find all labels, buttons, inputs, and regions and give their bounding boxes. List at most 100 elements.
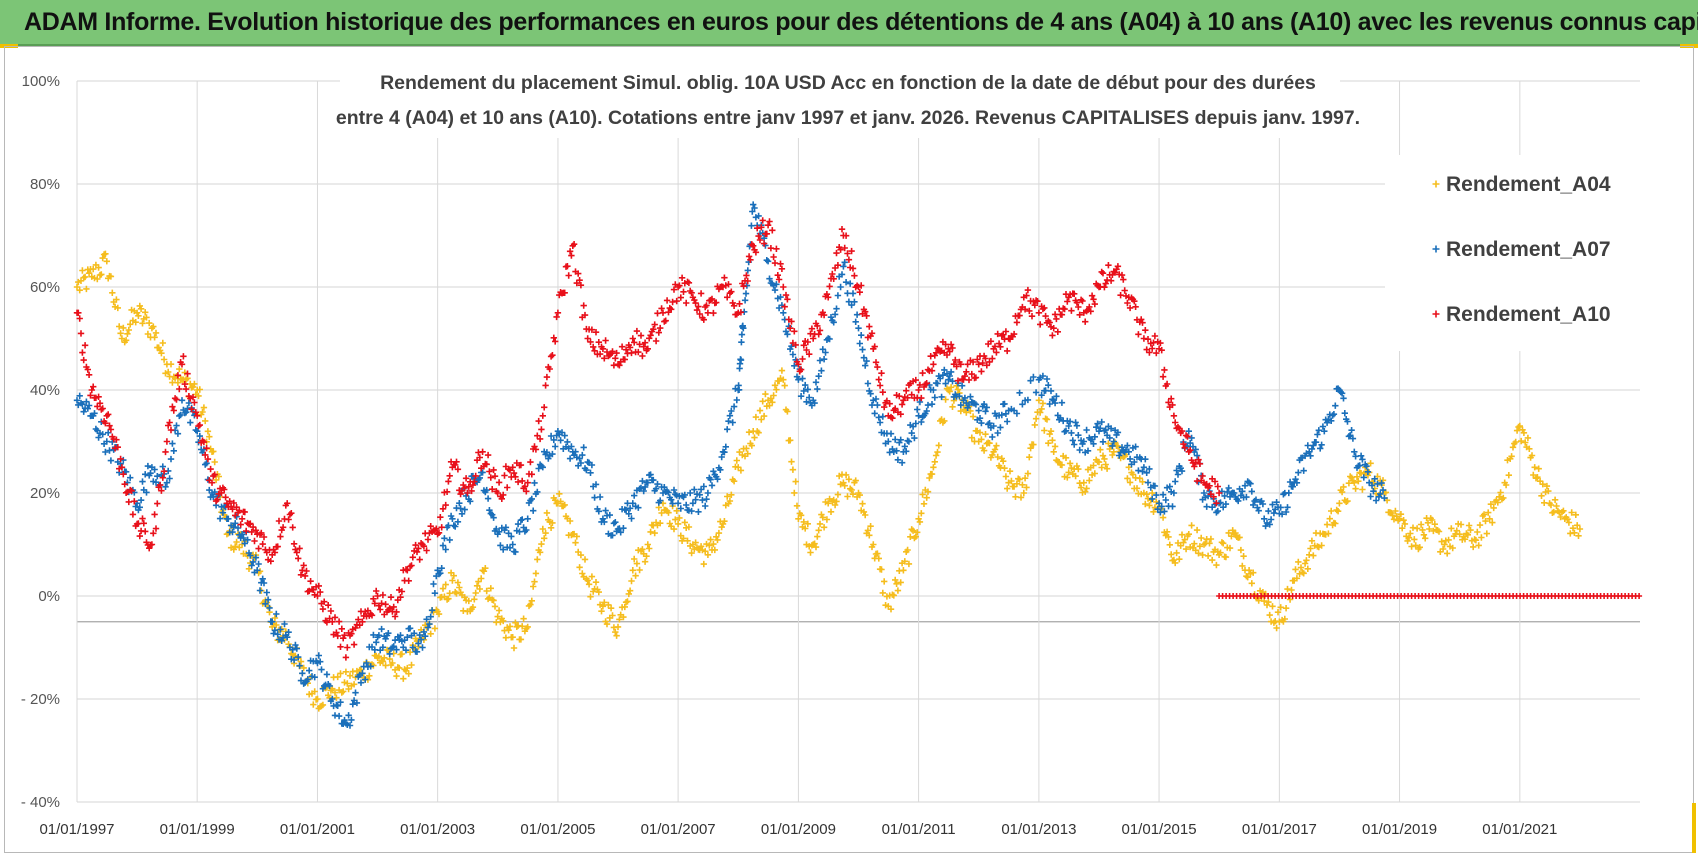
data-point: [1131, 458, 1138, 466]
data-point: [833, 498, 840, 505]
data-point: [431, 590, 439, 597]
data-point: [688, 507, 695, 515]
data-point: [1226, 544, 1234, 552]
data-point: [1518, 437, 1525, 445]
data-point: [918, 394, 925, 402]
data-point: [327, 607, 335, 615]
data-point: [866, 323, 873, 330]
data-point: [1475, 542, 1482, 549]
data-point: [1172, 478, 1179, 485]
data-point: [528, 597, 535, 604]
data-point: [323, 619, 331, 626]
data-point: [286, 511, 294, 518]
data-point: [670, 286, 678, 293]
data-point: [420, 628, 428, 636]
data-point: [975, 407, 982, 414]
data-point: [438, 565, 445, 572]
data-point: [271, 549, 279, 556]
data-point: [978, 419, 985, 427]
data-point: [894, 456, 902, 463]
data-point: [1157, 339, 1164, 347]
data-point: [654, 310, 661, 317]
data-point: [99, 431, 106, 438]
data-point: [937, 375, 944, 382]
data-point: [543, 373, 551, 381]
data-point: [904, 394, 911, 401]
data-point: [669, 500, 676, 507]
data-point: [490, 597, 497, 604]
data-point: [379, 644, 387, 651]
data-point: [203, 445, 210, 452]
data-point: [212, 476, 220, 484]
data-point: [1303, 557, 1310, 564]
data-point: [415, 640, 422, 647]
data-point: [293, 645, 300, 652]
data-point: [923, 494, 930, 501]
data-point: [1001, 336, 1008, 343]
data-point: [875, 555, 882, 562]
data-point: [476, 585, 483, 593]
data-point: [1178, 427, 1186, 435]
data-point: [1449, 544, 1456, 552]
data-point: [844, 250, 851, 257]
data-point: [730, 403, 738, 410]
data-point: [791, 489, 798, 497]
data-point: [1166, 483, 1173, 490]
data-point: [169, 440, 176, 447]
data-point: [834, 491, 842, 498]
data-point: [398, 650, 406, 658]
data-point: [579, 570, 586, 577]
data-point: [1099, 438, 1107, 445]
data-point: [1351, 448, 1358, 455]
data-point: [787, 325, 794, 332]
data-point: [849, 290, 857, 297]
data-point: [132, 319, 139, 326]
data-point: [1323, 419, 1331, 426]
y-tick-label: 60%: [30, 279, 60, 296]
data-point: [928, 401, 936, 408]
data-point: [673, 297, 680, 305]
data-point: [1002, 328, 1010, 335]
data-point: [747, 256, 754, 263]
data-point: [1043, 375, 1051, 383]
data-point: [585, 581, 593, 588]
data-point: [195, 422, 202, 430]
data-point: [373, 587, 380, 595]
data-point: [804, 386, 811, 393]
data-point: [180, 353, 187, 360]
data-point: [908, 391, 915, 398]
corner-accent-bottom-right: [1692, 803, 1696, 853]
data-point: [382, 635, 389, 642]
data-point: [539, 525, 546, 533]
data-point: [252, 554, 260, 561]
data-point: [552, 443, 559, 450]
data-point: [650, 326, 657, 333]
data-point: [841, 244, 848, 252]
data-point: [83, 398, 90, 405]
data-point: [644, 541, 651, 548]
data-point: [497, 542, 504, 549]
data-point: [700, 483, 707, 490]
data-point: [1094, 420, 1101, 427]
data-point: [423, 616, 430, 623]
data-point: [851, 272, 858, 279]
data-point: [326, 682, 333, 690]
data-point: [90, 383, 97, 390]
data-point: [781, 382, 788, 389]
data-point: [923, 380, 930, 387]
data-point: [1472, 537, 1480, 544]
data-point: [680, 535, 687, 542]
data-point: [583, 575, 590, 582]
data-point: [297, 658, 305, 665]
data-point: [1010, 330, 1018, 338]
data-point: [1270, 509, 1278, 517]
data-point: [1293, 479, 1301, 486]
data-point: [789, 351, 797, 358]
data-point: [207, 465, 214, 473]
data-point: [595, 339, 602, 346]
data-point: [1066, 418, 1074, 425]
data-point: [704, 309, 712, 316]
data-point: [1103, 465, 1111, 472]
data-point: [1307, 545, 1314, 552]
data-point: [120, 324, 127, 332]
